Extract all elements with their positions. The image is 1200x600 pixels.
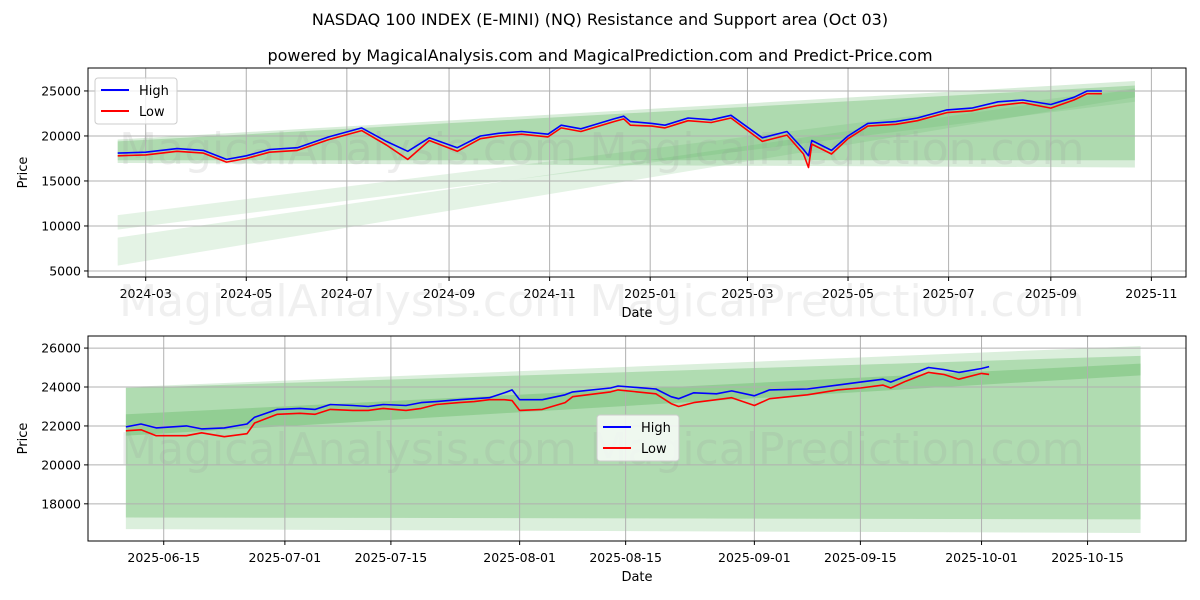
- chart-subtitle: powered by MagicalAnalysis.com and Magic…: [267, 46, 933, 65]
- series-line-low: [117, 92, 1102, 169]
- x-tick-label: 2025-07-15: [355, 550, 428, 565]
- y-tick-label: 15000: [41, 173, 81, 188]
- y-tick-label: 20000: [41, 457, 81, 472]
- support-resistance-band: [125, 363, 1141, 436]
- x-tick-label: 2025-07-01: [249, 550, 322, 565]
- x-tick-label: 2024-11: [524, 286, 576, 301]
- chart-title: NASDAQ 100 INDEX (E-MINI) (NQ) Resistanc…: [311, 10, 889, 29]
- y-tick-label: 10000: [41, 218, 81, 233]
- y-tick-label: 25000: [41, 83, 81, 98]
- y-tick-label: 5000: [49, 263, 81, 278]
- y-tick-label: 18000: [41, 496, 81, 511]
- watermark: MagicalAnalysis.com: [119, 424, 577, 475]
- x-tick-label: 2024-07: [321, 286, 373, 301]
- x-tick-label: 2024-03: [120, 286, 172, 301]
- legend-label-high: High: [139, 84, 169, 99]
- series-line-low: [125, 371, 990, 438]
- x-tick-label: 2025-03: [721, 286, 773, 301]
- legend-label-low: Low: [139, 105, 165, 120]
- legend-label-low: Low: [641, 442, 667, 457]
- x-tick-label: 2025-06-15: [127, 550, 200, 565]
- x-tick-label: 2025-10-01: [945, 550, 1018, 565]
- series-line-high: [117, 90, 1102, 161]
- y-tick-label: 20000: [41, 128, 81, 143]
- chart-1: 5000 10000 15000 20000 25000 2024-03 2024-05 20…: [16, 67, 1187, 327]
- x-tick-label: 2025-09: [1025, 286, 1077, 301]
- series-line-high: [125, 365, 990, 430]
- support-resistance-band: [117, 88, 1135, 230]
- x-tick-label: 2025-09-01: [718, 550, 791, 565]
- support-resistance-band: [117, 85, 1135, 161]
- y-tick-label: 24000: [41, 380, 81, 395]
- y-tick-label: 22000: [41, 418, 81, 433]
- axes-frame: [87, 67, 1187, 278]
- chart-2: 18000 20000 22000 24000 26000 2025-06-15 2025-…: [16, 335, 1187, 585]
- y-tick-label: 26000: [41, 341, 81, 356]
- x-tick-label: 2024-09: [423, 286, 475, 301]
- x-tick-label: 2024-05: [220, 286, 272, 301]
- x-axis-label: Date: [621, 570, 652, 585]
- x-tick-label: 2025-11: [1125, 286, 1177, 301]
- watermark: MagicalAnalysis.com: [119, 276, 577, 327]
- x-tick-label: 2025-05: [822, 286, 874, 301]
- x-axis-label: Date: [621, 306, 652, 321]
- support-resistance-band: [117, 89, 1135, 266]
- x-tick-label: 2025-08-01: [483, 550, 556, 565]
- x-tick-label: 2025-01: [624, 286, 676, 301]
- x-tick-label: 2025-07: [922, 286, 974, 301]
- axes-frame: [87, 335, 1187, 542]
- x-tick-label: 2025-10-15: [1051, 550, 1124, 565]
- support-resistance-band: [117, 81, 1135, 168]
- x-tick-label: 2025-08-15: [589, 550, 662, 565]
- legend-label-high: High: [641, 421, 671, 436]
- y-axis-label: Price: [16, 423, 31, 455]
- x-tick-label: 2025-09-15: [824, 550, 897, 565]
- watermark: MagicalPrediction.com: [590, 276, 1085, 327]
- y-axis-label: Price: [16, 157, 31, 189]
